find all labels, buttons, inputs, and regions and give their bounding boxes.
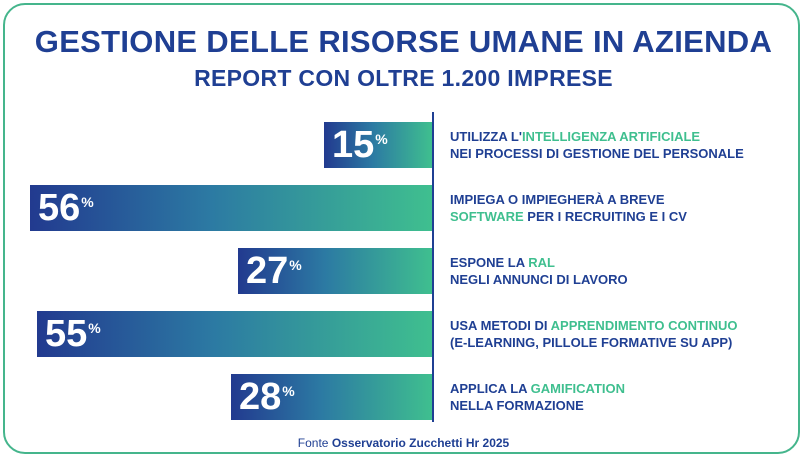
axis-line <box>432 112 434 422</box>
source-name: Osservatorio Zucchetti Hr 2025 <box>331 436 510 450</box>
bar-description: IMPIEGA O IMPIEGHERÀ A BREVE SOFTWARE PER… <box>450 192 687 224</box>
bar-value-label: 27% <box>246 250 302 292</box>
bar-value-label: 55% <box>45 313 101 355</box>
source-prefix: Fonte <box>297 436 332 450</box>
bar-description: APPLICA LA GAMIFICATION NELLA FORMAZIONE <box>450 381 626 413</box>
bar-value-label: 28% <box>239 376 295 418</box>
bar-value-label: 15% <box>332 124 388 166</box>
bar-5 <box>231 374 432 420</box>
bar-1 <box>324 122 432 168</box>
bar-2 <box>30 185 432 231</box>
bar-value-label: 56% <box>38 187 94 229</box>
chart-title: GESTIONE DELLE RISORSE UMANE IN AZIENDA <box>34 24 773 59</box>
bar-3 <box>238 248 432 294</box>
chart-subtitle: REPORT CON OLTRE 1.200 IMPRESE <box>194 65 613 91</box>
bar-description: ESPONE LA RAL NEGLI ANNUNCI DI LAVORO <box>450 255 628 287</box>
bar-4 <box>37 311 432 357</box>
bar-description: UTILIZZA L'INTELLIGENZA ARTIFICIALE NEI P… <box>450 129 744 161</box>
source-note: Fonte Osservatorio Zucchetti Hr 2025 <box>0 436 807 450</box>
bar-description: USA METODI DI APPRENDIMENTO CONTINUO (E-L… <box>450 318 738 350</box>
